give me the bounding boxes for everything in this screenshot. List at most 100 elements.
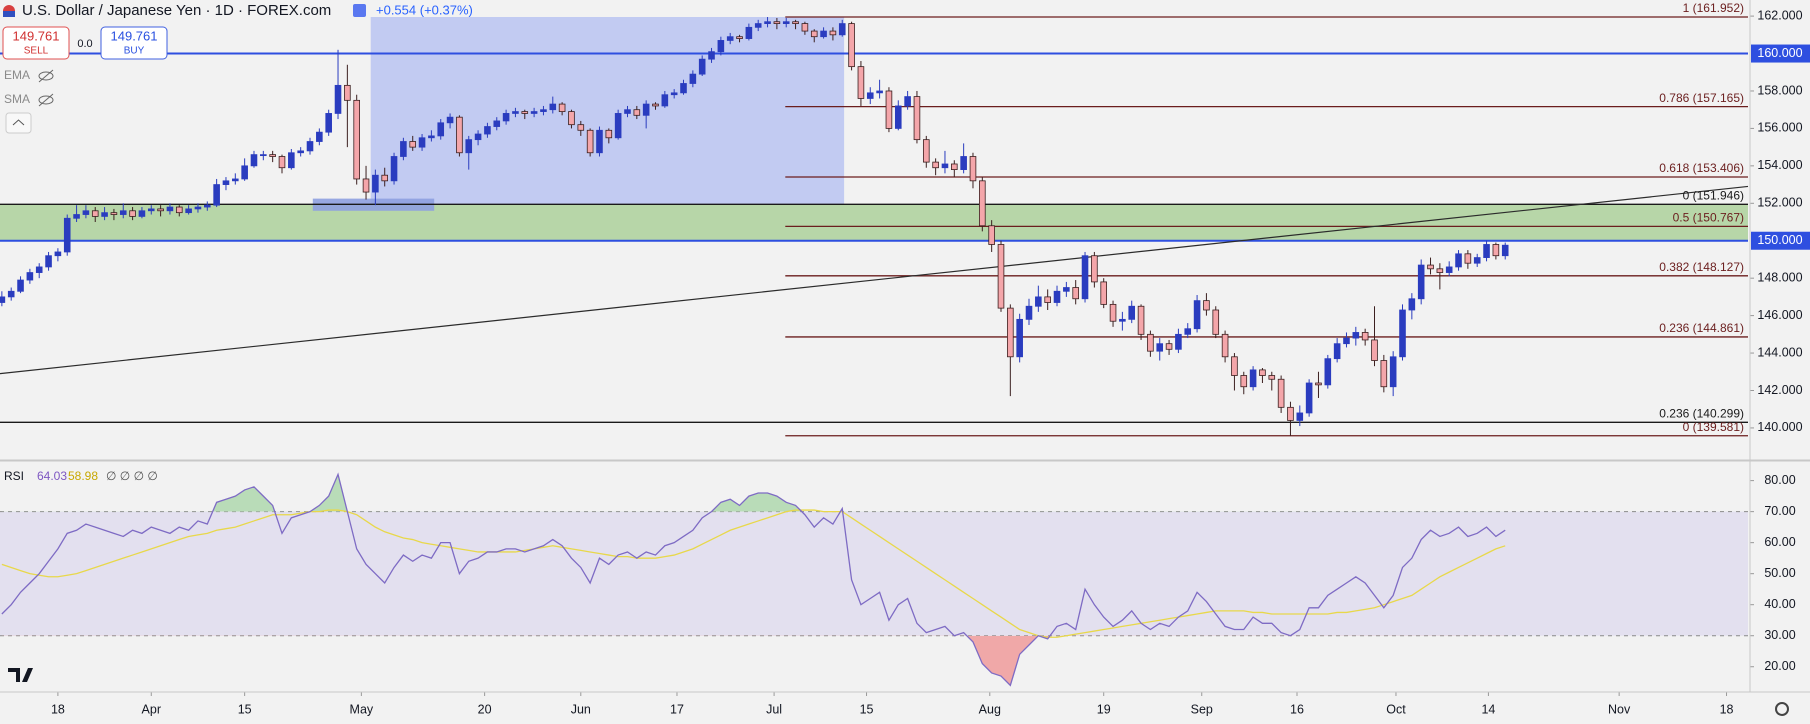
x-tick-label: Jun (571, 702, 591, 716)
candle-body (1109, 303, 1117, 322)
candle-body (465, 139, 473, 154)
candle-body (624, 109, 631, 114)
candle-body (1193, 300, 1201, 330)
x-tick-label: May (350, 702, 374, 716)
candle-body (381, 174, 389, 182)
candle-body (530, 111, 538, 114)
collapse-button[interactable] (5, 112, 32, 134)
y-tick-label: 158.000 (1757, 83, 1802, 97)
candle-body (642, 103, 650, 116)
rsi-ma-line (1, 509, 1506, 638)
zone (370, 16, 845, 205)
candle-body (1221, 333, 1229, 358)
candle-body (1371, 339, 1378, 361)
x-tick-label: Apr (142, 702, 161, 716)
candle-body (185, 208, 192, 214)
candle-body (1007, 307, 1014, 358)
candle-body (614, 113, 622, 139)
candle-body (745, 26, 753, 39)
level-label: 0.236 (140.299) (1659, 407, 1744, 421)
buy-label: BUY (124, 46, 145, 57)
candle-body (1492, 244, 1500, 257)
candle-body (82, 210, 90, 215)
sell-price: 149.761 (13, 28, 60, 43)
overlay: 160.000 150.000 0 (151.946) 0.236 (140.299)… (51, 1, 1810, 716)
candle-body (418, 137, 426, 148)
candle-body (652, 103, 659, 107)
candle-body (1408, 298, 1416, 311)
candle-body (502, 113, 510, 122)
visibility-icon (38, 69, 54, 83)
candle-body (689, 73, 697, 84)
sell-button[interactable] (2, 26, 70, 60)
y-tick-label: 152.000 (1757, 196, 1802, 210)
candle-body (157, 208, 164, 212)
candle-body (1473, 257, 1481, 264)
level-label: 0.236 (144.861) (1659, 321, 1744, 335)
candle-body (997, 244, 1005, 309)
x-tick-label: Jul (766, 702, 782, 716)
x-tick-label: Nov (1608, 702, 1631, 716)
rsi-pane (0, 472, 1748, 687)
candle-body (1305, 382, 1313, 414)
candle-body (876, 90, 883, 94)
settings-icon[interactable] (1775, 702, 1789, 716)
candle-body (1455, 253, 1462, 268)
candle-body (773, 21, 781, 24)
candle-body (1184, 328, 1192, 335)
candle-body (1352, 332, 1360, 339)
visibility-icon[interactable] (38, 95, 54, 105)
candle-body (969, 156, 977, 182)
candle-body (1147, 333, 1154, 352)
candle-body (782, 21, 790, 24)
rsi-tick-label: 40.00 (1764, 597, 1795, 611)
candle-body (1156, 343, 1164, 352)
y-tick-label: 148.000 (1757, 270, 1802, 284)
visibility-icon[interactable] (38, 71, 54, 81)
candle-body (754, 23, 762, 28)
candle-body (1016, 318, 1023, 358)
candle-body (400, 141, 407, 157)
candle-body (1287, 406, 1294, 421)
candle-body (1436, 268, 1444, 273)
candle-body (306, 141, 314, 152)
rsi-tick-label: 70.00 (1764, 504, 1795, 518)
candle-body (7, 290, 15, 298)
candle-body (1240, 375, 1248, 388)
candle-body (325, 113, 332, 133)
candle-body (45, 255, 52, 268)
candle-body (1035, 296, 1042, 307)
candle-body (1044, 296, 1051, 303)
candle-body (913, 96, 921, 141)
candle-body (54, 251, 62, 257)
candle-body (1165, 343, 1173, 350)
candle-body (885, 90, 893, 129)
y-tick-label: 144.000 (1757, 345, 1802, 359)
candle-body (512, 111, 519, 114)
candle-body (260, 154, 267, 157)
trendline (0, 185, 1749, 375)
x-tick-label: 15 (238, 702, 252, 716)
candle-body (390, 156, 398, 182)
candle-body (904, 96, 911, 107)
level-label: 0.382 (148.127) (1659, 260, 1744, 274)
candle-body (670, 92, 678, 96)
candle-body (1445, 266, 1453, 273)
price-change: +0.554 (+0.37%) (376, 2, 473, 17)
candle-body (521, 111, 529, 114)
candle-body (764, 21, 771, 24)
buy-button[interactable] (100, 26, 168, 60)
spread: 0.0 (77, 38, 92, 50)
candle-body (297, 150, 304, 154)
candle-body (1483, 244, 1490, 258)
candle-body (73, 214, 80, 219)
candle-body (316, 131, 323, 142)
candle-body (1053, 290, 1061, 303)
candle-body (866, 92, 874, 99)
candle-body (1427, 264, 1434, 270)
candle-body (736, 36, 743, 39)
candle-body (1399, 309, 1406, 358)
candle-body (717, 40, 725, 53)
rsi-tick-label: 60.00 (1764, 535, 1795, 549)
level-label: 0.618 (153.406) (1659, 161, 1744, 175)
